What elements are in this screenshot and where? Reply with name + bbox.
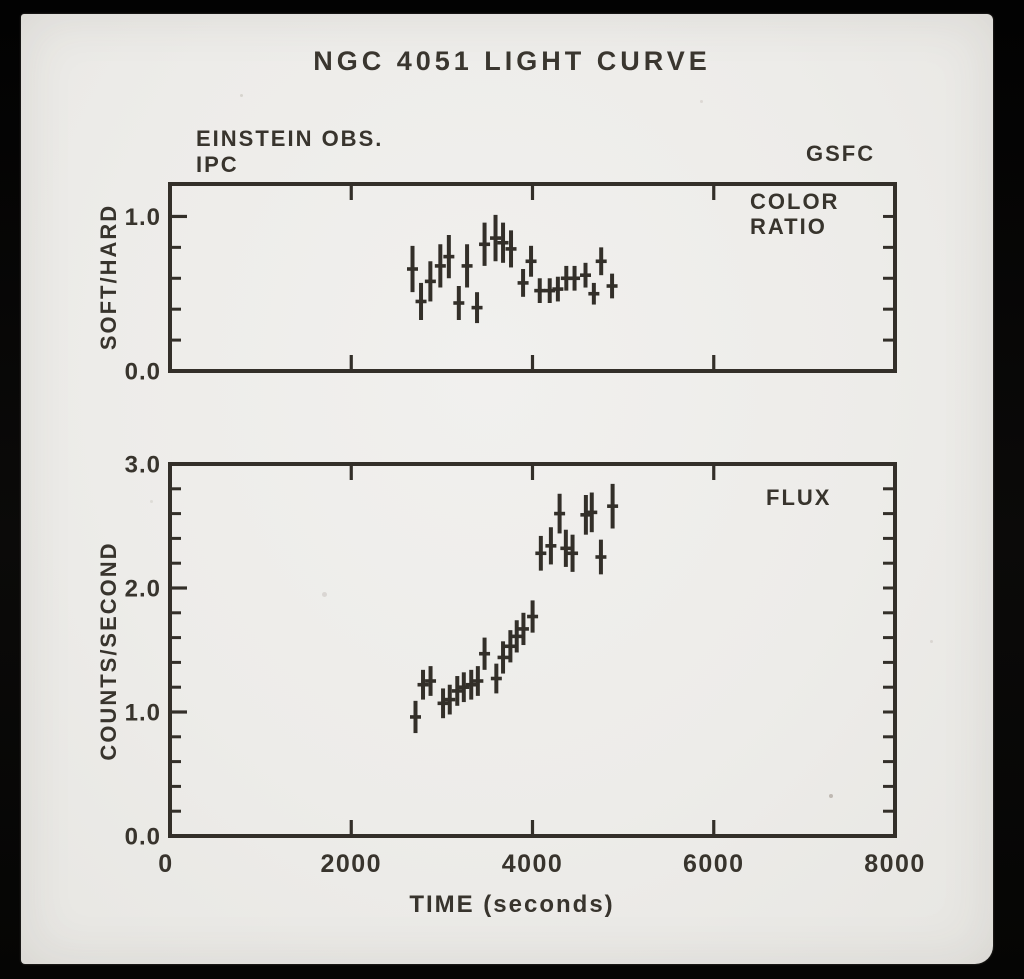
color-ratio-frame: [168, 182, 897, 373]
observatory-label: EINSTEIN OBS.: [196, 126, 384, 151]
flux-y-tick-label: 3.0: [125, 452, 161, 479]
scan-speck: [700, 100, 703, 103]
color-ratio-y-tick-label: 0.0: [125, 359, 161, 386]
flux-y-tick-label: 1.0: [125, 700, 161, 727]
scan-speck: [322, 592, 327, 597]
figure-title: NGC 4051 LIGHT CURVE: [313, 46, 711, 76]
instrument-label: IPC: [196, 152, 239, 177]
x-tick-label: 6000: [683, 850, 745, 878]
flux-frame: [168, 462, 897, 838]
flux-y-tick-label: 0.0: [125, 824, 161, 851]
x-tick-label: 0: [158, 850, 173, 878]
x-tick-label: 2000: [320, 850, 382, 878]
flux-y-tick-label: 2.0: [125, 576, 161, 603]
x-tick-label: 4000: [502, 850, 564, 878]
bottom-panel-title: FLUX: [766, 485, 832, 510]
top-panel-title: COLOR RATIO: [750, 189, 839, 239]
color-ratio-y-tick-label: 1.0: [125, 204, 161, 231]
top-panel-title-line1: COLOR: [750, 189, 840, 214]
x-tick-label: 8000: [864, 850, 926, 878]
institution-label: GSFC: [806, 141, 876, 166]
top-panel-title-line2: RATIO: [750, 214, 827, 239]
scan-speck: [829, 794, 833, 798]
x-axis-label: TIME (seconds): [409, 891, 615, 918]
scan-paper: [21, 14, 993, 964]
scan-speck: [930, 640, 933, 643]
scan-speck: [150, 500, 153, 503]
scan-speck: [240, 94, 243, 97]
